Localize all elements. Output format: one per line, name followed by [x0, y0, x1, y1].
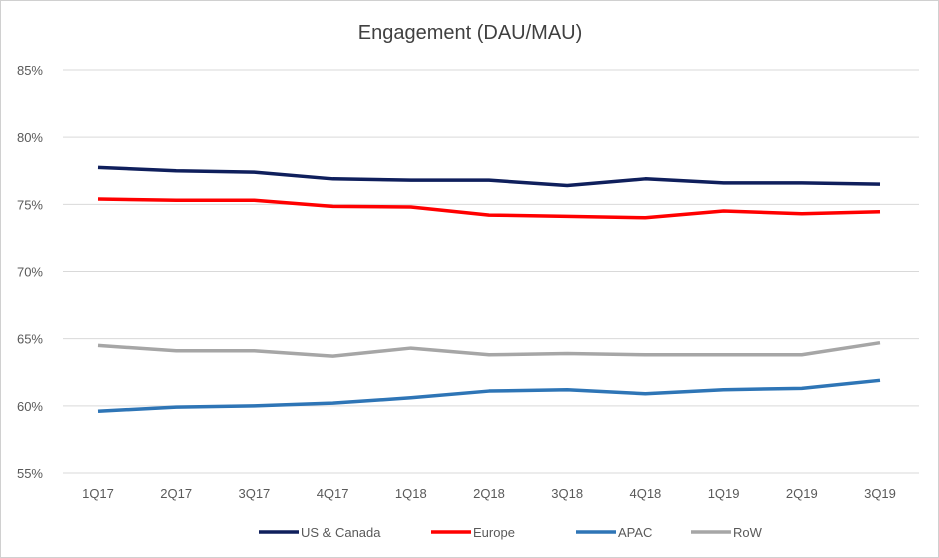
y-tick-label: 60% [17, 399, 43, 414]
y-tick-label: 70% [17, 265, 43, 280]
series-line-europe [97, 197, 881, 220]
x-tick-label: 3Q19 [864, 486, 896, 501]
y-tick-label: 55% [17, 466, 43, 481]
series-line-apac [97, 378, 881, 413]
x-tick-label: 1Q19 [708, 486, 740, 501]
x-tick-label: 2Q19 [786, 486, 818, 501]
x-tick-label: 2Q18 [473, 486, 505, 501]
y-tick-label: 75% [17, 197, 43, 212]
x-tick-label: 2Q17 [160, 486, 192, 501]
series-line-us-canada [97, 165, 881, 188]
y-tick-label: 65% [17, 332, 43, 347]
x-tick-label: 4Q17 [317, 486, 349, 501]
legend-label: RoW [733, 525, 763, 540]
y-tick-label: 85% [17, 63, 43, 78]
x-tick-label: 3Q17 [238, 486, 270, 501]
x-tick-label: 4Q18 [629, 486, 661, 501]
x-tick-label: 1Q18 [395, 486, 427, 501]
x-tick-label: 3Q18 [551, 486, 583, 501]
y-tick-label: 80% [17, 130, 43, 145]
chart-title: Engagement (DAU/MAU) [358, 22, 583, 44]
legend-label: APAC [618, 525, 652, 540]
legend-label: Europe [473, 525, 515, 540]
legend-label: US & Canada [301, 525, 381, 540]
x-tick-label: 1Q17 [82, 486, 114, 501]
series-line-row [97, 340, 881, 358]
